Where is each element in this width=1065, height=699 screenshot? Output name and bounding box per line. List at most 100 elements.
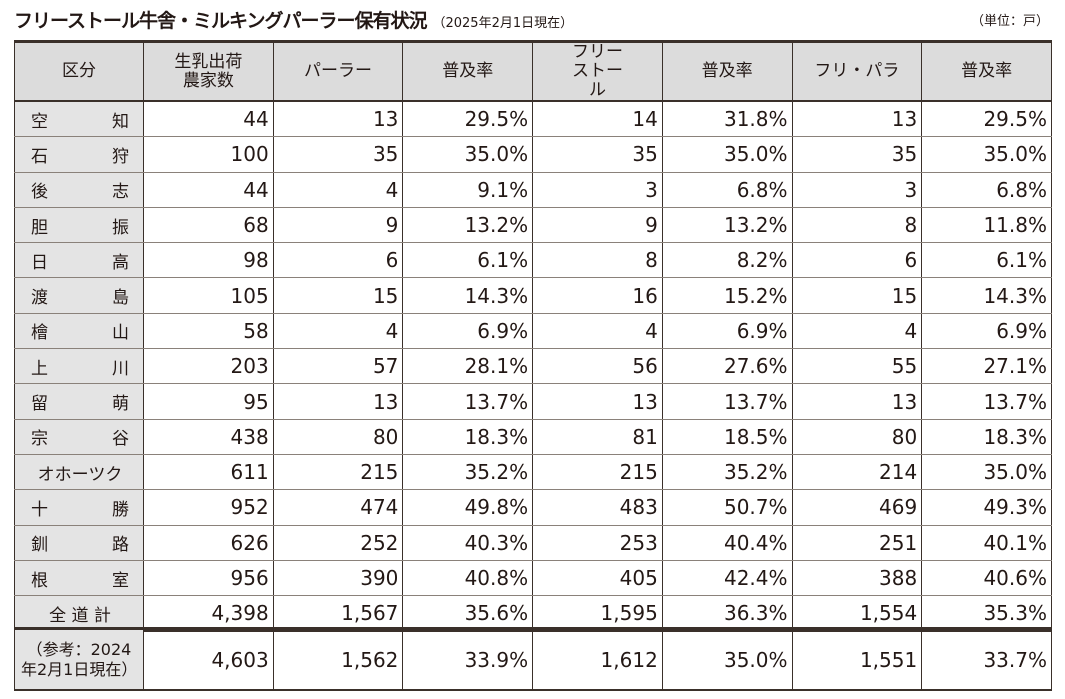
value-cell: 13: [532, 383, 663, 420]
value-cell: 55: [791, 348, 923, 385]
column-header: フリーストール: [532, 40, 663, 102]
value-cell: 6.9%: [661, 313, 793, 350]
reference-row: （参考：2024年2月1日現在） 4,603 1,562 33.9% 1,612 35.0…: [14, 627, 1052, 691]
column-header: パーラー: [272, 40, 404, 102]
value-cell: 29.5%: [921, 101, 1052, 138]
value-cell: 18.3%: [402, 419, 534, 455]
value-cell: 29.5%: [402, 101, 534, 138]
table-row: 釧 路 626 252 40.3% 253 40.4% 251 40.1%: [14, 525, 1052, 561]
header-row: 区分 生乳出荷農家数 パーラー 普及率 フリーストール 普及率 フリ・パラ 普及率: [14, 40, 1052, 102]
region-cell: 留 萌: [14, 383, 144, 420]
region-cell: 宗 谷: [14, 419, 144, 455]
table-row: 留 萌 95 13 13.7% 13 13.7% 13 13.7%: [14, 383, 1052, 420]
table-row: 日 高 98 6 6.1% 8 8.2% 6 6.1%: [14, 242, 1052, 279]
value-cell: 474: [272, 489, 404, 526]
value-cell: 27.1%: [921, 348, 1052, 385]
region-cell: 檜 山: [14, 313, 144, 350]
value-cell: 40.1%: [921, 525, 1052, 561]
value-cell: 80: [791, 419, 923, 455]
value-cell: 11.8%: [921, 207, 1052, 244]
table-row: 宗 谷 438 80 18.3% 81 18.5% 80 18.3%: [14, 419, 1052, 455]
value-cell: 50.7%: [661, 489, 793, 526]
value-cell: 44: [143, 101, 274, 138]
value-cell: 18.5%: [661, 419, 793, 455]
value-cell: 6: [791, 242, 923, 279]
value-cell: 6.1%: [921, 242, 1052, 279]
value-cell: 626: [143, 525, 274, 561]
value-cell: 8.2%: [661, 242, 793, 279]
region-cell: 上 川: [14, 348, 144, 385]
table-title: フリーストール牛舎・ミルキングパーラー保有状況 （2025年2月1日現在）: [14, 6, 573, 33]
table-row: 空 知 44 13 29.5% 14 31.8% 13 29.5%: [14, 101, 1052, 138]
value-cell: 4: [272, 172, 404, 208]
value-cell: 35: [791, 136, 923, 173]
value-cell: 105: [143, 277, 274, 314]
data-table: 区分 生乳出荷農家数 パーラー 普及率 フリーストール 普及率 フリ・パラ 普及率 空 知 44…: [14, 40, 1052, 633]
table-row: 根 室 956 390 40.8% 405 42.4% 388 40.6%: [14, 560, 1052, 597]
region-cell: 十 勝: [14, 489, 144, 526]
value-cell: 28.1%: [402, 348, 534, 385]
value-cell: 95: [143, 383, 274, 420]
table-row: オホーツク 611 215 35.2% 215 35.2% 214 35.0%: [14, 454, 1052, 491]
region-cell: 渡 島: [14, 277, 144, 314]
value-cell: 952: [143, 489, 274, 526]
value-cell: 6.1%: [402, 242, 534, 279]
region-cell: 空 知: [14, 101, 144, 138]
value-cell: 13.7%: [661, 383, 793, 420]
value-cell: 1,562: [272, 627, 404, 691]
unit-note: （単位：戸）: [970, 14, 1049, 29]
title-text: フリーストール牛舎・ミルキングパーラー保有状況: [14, 10, 427, 32]
value-cell: 611: [143, 454, 274, 491]
value-cell: 35.0%: [921, 136, 1052, 173]
reference-label: （参考：2024年2月1日現在）: [14, 627, 144, 691]
value-cell: 49.8%: [402, 489, 534, 526]
value-cell: 390: [272, 560, 404, 597]
table-row: 後 志 44 4 9.1% 3 6.8% 3 6.8%: [14, 172, 1052, 208]
value-cell: 13.2%: [402, 207, 534, 244]
value-cell: 35.2%: [402, 454, 534, 491]
region-cell: 後 志: [14, 172, 144, 208]
value-cell: 4: [272, 313, 404, 350]
column-header: 生乳出荷農家数: [143, 40, 274, 102]
value-cell: 98: [143, 242, 274, 279]
value-cell: 6.8%: [921, 172, 1052, 208]
value-cell: 8: [791, 207, 923, 244]
table-row: 全 道 計 4,398 1,567 35.6% 1,595 36.3% 1,554 35.3%: [14, 595, 1052, 633]
value-cell: 14: [532, 101, 663, 138]
value-cell: 35.0%: [661, 136, 793, 173]
region-cell: 日 高: [14, 242, 144, 279]
value-cell: 6.8%: [661, 172, 793, 208]
value-cell: 4: [532, 313, 663, 350]
column-header: 普及率: [921, 40, 1052, 102]
value-cell: 27.6%: [661, 348, 793, 385]
value-cell: 35: [272, 136, 404, 173]
value-cell: 14.3%: [921, 277, 1052, 314]
table-row: 上 川 203 57 28.1% 56 27.6% 55 27.1%: [14, 348, 1052, 385]
value-cell: 1,612: [532, 627, 663, 691]
value-cell: 14.3%: [402, 277, 534, 314]
value-cell: 13: [791, 101, 923, 138]
value-cell: 57: [272, 348, 404, 385]
value-cell: 40.8%: [402, 560, 534, 597]
value-cell: 203: [143, 348, 274, 385]
value-cell: 13.2%: [661, 207, 793, 244]
value-cell: 9: [272, 207, 404, 244]
value-cell: 35.0%: [661, 627, 793, 691]
value-cell: 18.3%: [921, 419, 1052, 455]
value-cell: 4,603: [143, 627, 274, 691]
value-cell: 58: [143, 313, 274, 350]
column-header: フリ・パラ: [791, 40, 923, 102]
value-cell: 31.8%: [661, 101, 793, 138]
value-cell: 13: [272, 383, 404, 420]
value-cell: 214: [791, 454, 923, 491]
value-cell: 9: [532, 207, 663, 244]
region-cell: 石 狩: [14, 136, 144, 173]
value-cell: 81: [532, 419, 663, 455]
value-cell: 215: [532, 454, 663, 491]
table-row: 胆 振 68 9 13.2% 9 13.2% 8 11.8%: [14, 207, 1052, 244]
value-cell: 1,554: [791, 595, 923, 633]
value-cell: 251: [791, 525, 923, 561]
value-cell: 252: [272, 525, 404, 561]
value-cell: 253: [532, 525, 663, 561]
value-cell: 15: [272, 277, 404, 314]
